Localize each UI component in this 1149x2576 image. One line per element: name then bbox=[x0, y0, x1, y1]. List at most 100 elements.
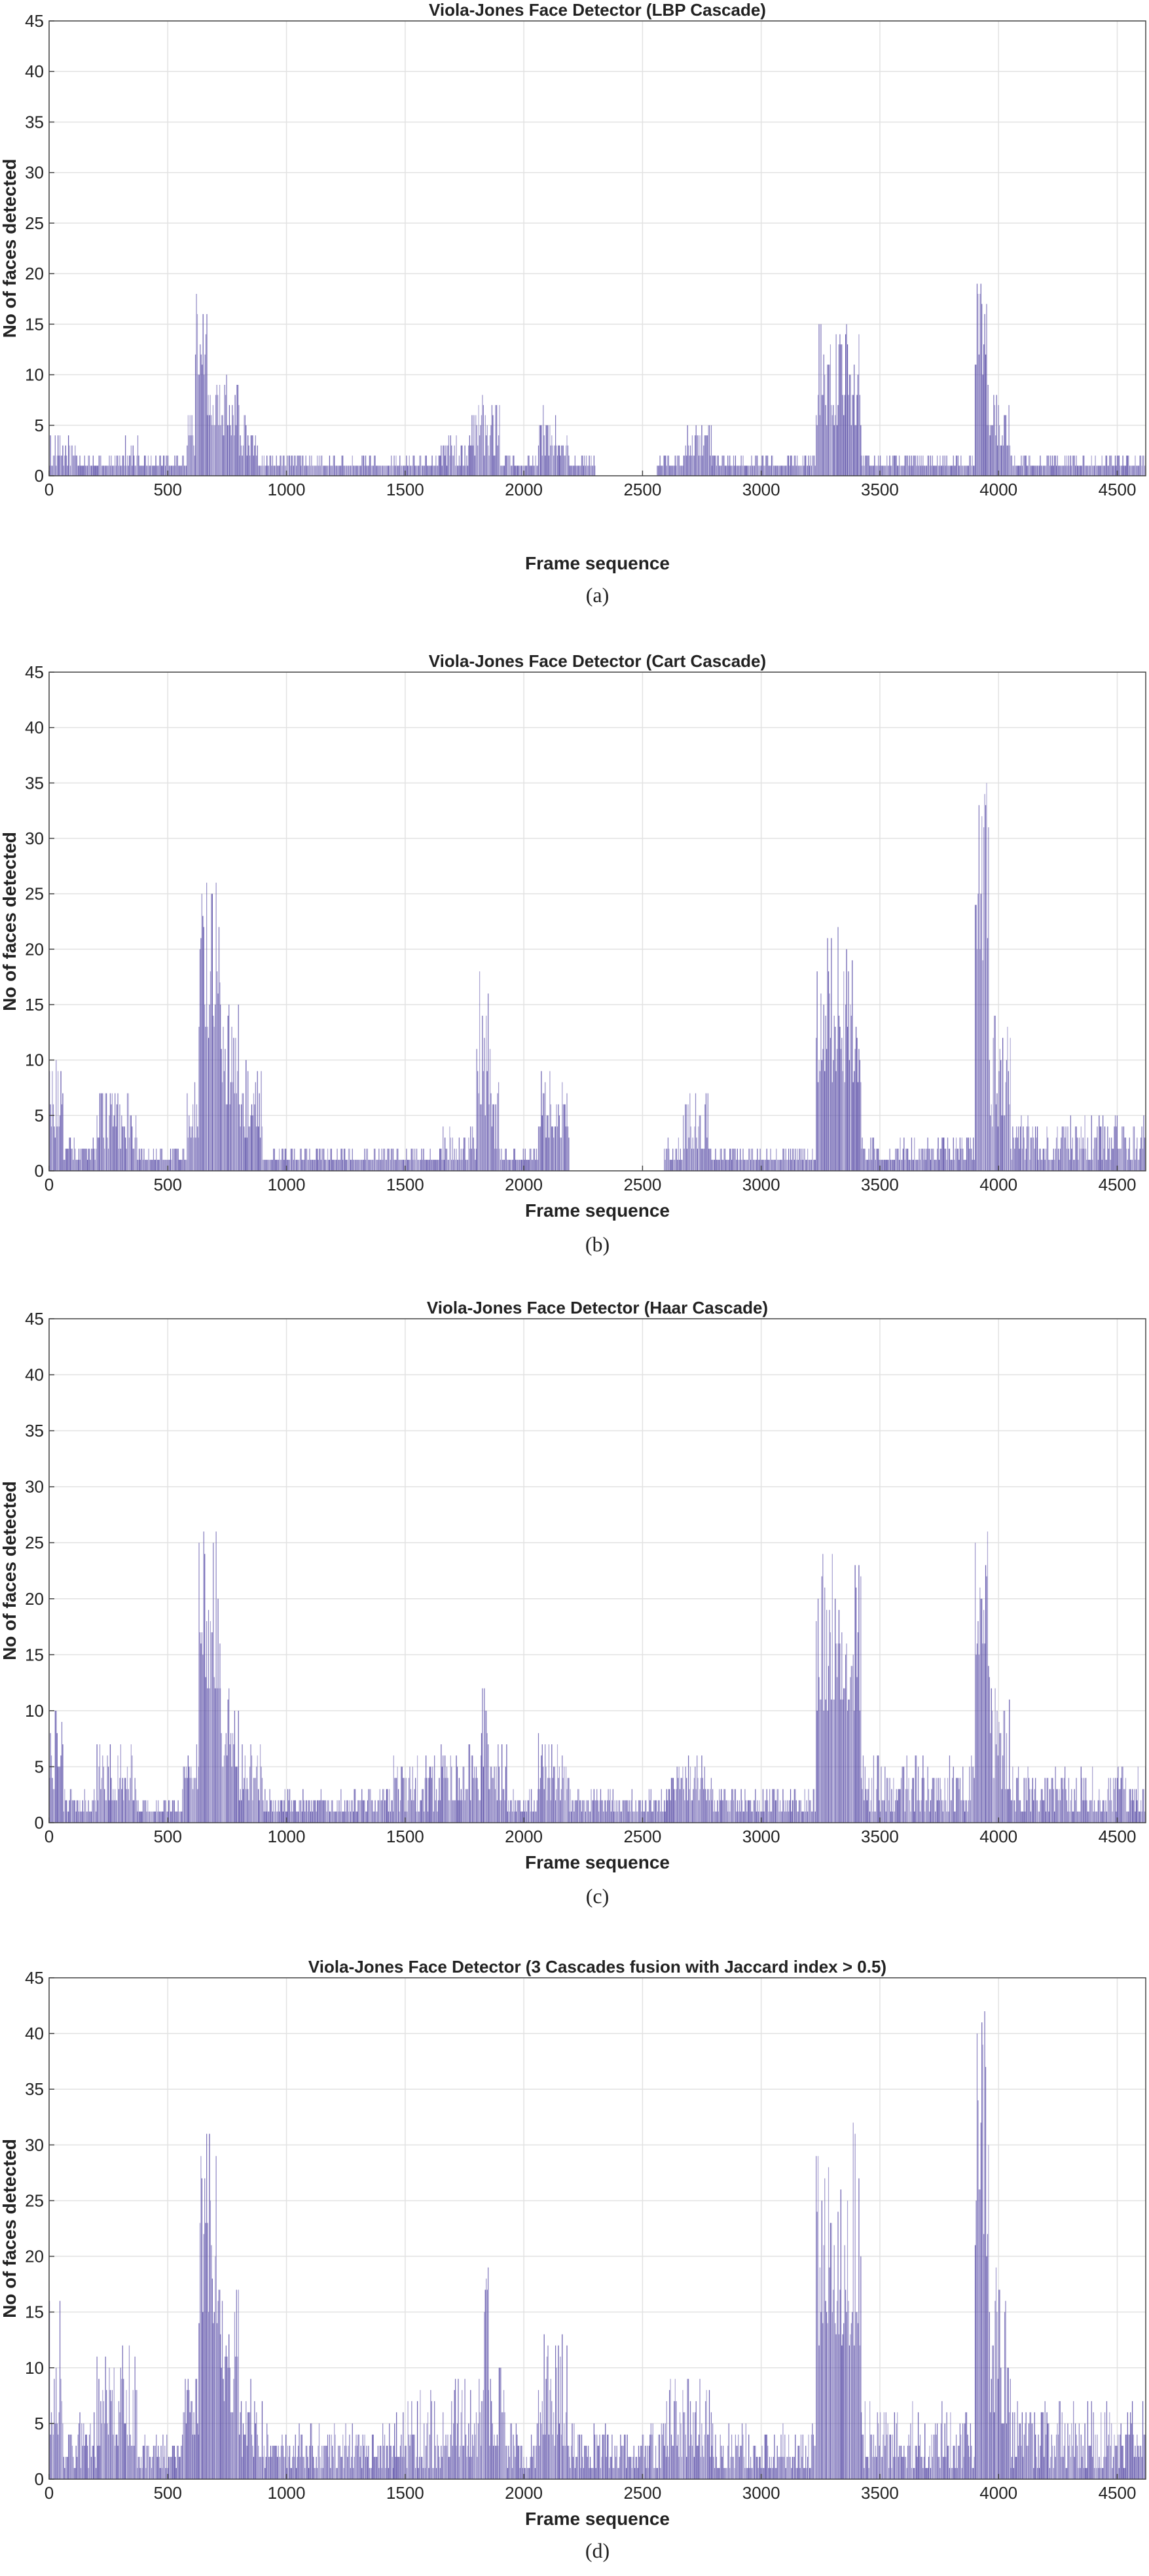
bar bbox=[526, 1811, 527, 1823]
bar bbox=[530, 465, 532, 476]
bar bbox=[934, 465, 935, 476]
x-axis-label: Frame sequence bbox=[525, 553, 670, 573]
bar bbox=[991, 1104, 992, 1171]
bar bbox=[1023, 2434, 1025, 2479]
bar bbox=[207, 415, 208, 476]
bar bbox=[1021, 465, 1023, 476]
bar bbox=[931, 465, 932, 476]
bar bbox=[352, 1149, 353, 1171]
bar bbox=[771, 456, 773, 476]
bar bbox=[613, 1811, 615, 1823]
bar bbox=[1074, 1126, 1076, 1171]
bar bbox=[822, 2323, 824, 2479]
bar bbox=[297, 2456, 298, 2479]
bar bbox=[867, 1160, 869, 1171]
bar bbox=[847, 1710, 848, 1823]
bar bbox=[1054, 2445, 1055, 2479]
bar bbox=[591, 2467, 593, 2479]
bar bbox=[280, 456, 282, 476]
bar bbox=[520, 1160, 522, 1171]
bar bbox=[753, 1800, 754, 1823]
bar bbox=[111, 1093, 113, 1171]
bar bbox=[458, 1137, 460, 1171]
bar bbox=[75, 1160, 77, 1171]
bar bbox=[294, 1149, 295, 1171]
bar bbox=[311, 2423, 312, 2479]
bar bbox=[945, 1149, 947, 1171]
bar bbox=[619, 1800, 621, 1823]
bar bbox=[235, 1037, 236, 1171]
bar bbox=[1005, 1082, 1006, 1171]
bar bbox=[907, 1789, 909, 1823]
bar bbox=[143, 1800, 145, 1823]
bar bbox=[829, 2267, 830, 2479]
bar bbox=[1099, 1800, 1101, 1823]
bar bbox=[230, 2412, 232, 2479]
bar bbox=[159, 456, 160, 476]
bar bbox=[860, 2256, 862, 2479]
bar bbox=[948, 2445, 949, 2479]
bar bbox=[560, 1137, 562, 1171]
bar bbox=[238, 1005, 239, 1171]
bar bbox=[960, 1149, 962, 1171]
bar bbox=[763, 2467, 765, 2479]
bar bbox=[1090, 2445, 1091, 2479]
bar bbox=[991, 2378, 992, 2479]
bar bbox=[239, 1104, 240, 1171]
bar bbox=[748, 1149, 750, 1171]
bar bbox=[420, 1160, 422, 1171]
bar bbox=[1125, 2434, 1127, 2479]
x-tick-label: 500 bbox=[154, 1827, 182, 1846]
bar bbox=[915, 1755, 916, 1823]
bar bbox=[788, 1811, 790, 1823]
bar bbox=[240, 1104, 242, 1171]
bar bbox=[620, 1811, 621, 1823]
bar bbox=[968, 2445, 970, 2479]
bar bbox=[707, 1789, 708, 1823]
bar bbox=[331, 465, 332, 476]
bar bbox=[65, 2456, 66, 2479]
x-tick-label: 0 bbox=[45, 1827, 54, 1846]
bar bbox=[1104, 1126, 1106, 1171]
bar bbox=[1141, 1811, 1142, 1823]
bar bbox=[123, 2378, 124, 2479]
bar bbox=[892, 1160, 894, 1171]
bar bbox=[334, 1811, 335, 1823]
plot-area bbox=[49, 1319, 1146, 1823]
bar bbox=[389, 465, 390, 476]
bar bbox=[68, 1149, 69, 1171]
y-tick-label: 30 bbox=[25, 2135, 44, 2155]
bar bbox=[685, 2434, 686, 2479]
bar bbox=[69, 1789, 71, 1823]
bar bbox=[378, 1800, 380, 1823]
bar bbox=[441, 1160, 443, 1171]
bar bbox=[316, 1800, 318, 1823]
bar bbox=[701, 1755, 702, 1823]
bar bbox=[986, 783, 987, 1171]
bar bbox=[113, 2367, 115, 2479]
bar bbox=[1068, 456, 1070, 476]
bar bbox=[213, 1677, 215, 1823]
bar bbox=[772, 1789, 773, 1823]
bar bbox=[268, 1160, 270, 1171]
bar bbox=[185, 2423, 187, 2479]
bar bbox=[109, 465, 111, 476]
bar bbox=[496, 404, 498, 476]
bar bbox=[678, 456, 680, 476]
bar bbox=[1034, 2412, 1035, 2479]
bar bbox=[88, 456, 90, 476]
bar bbox=[62, 2423, 64, 2479]
bar bbox=[856, 1677, 858, 1823]
bar bbox=[308, 1160, 310, 1171]
bar bbox=[350, 1160, 351, 1171]
bar bbox=[374, 1149, 376, 1171]
bar bbox=[119, 1104, 120, 1171]
bar bbox=[467, 1160, 469, 1171]
x-tick-label: 3500 bbox=[861, 1827, 899, 1846]
bar bbox=[723, 1149, 725, 1171]
x-tick-label: 0 bbox=[45, 2483, 54, 2503]
bar bbox=[986, 1576, 987, 1823]
bar bbox=[1036, 465, 1038, 476]
bar bbox=[706, 1800, 707, 1823]
bar bbox=[329, 456, 331, 476]
